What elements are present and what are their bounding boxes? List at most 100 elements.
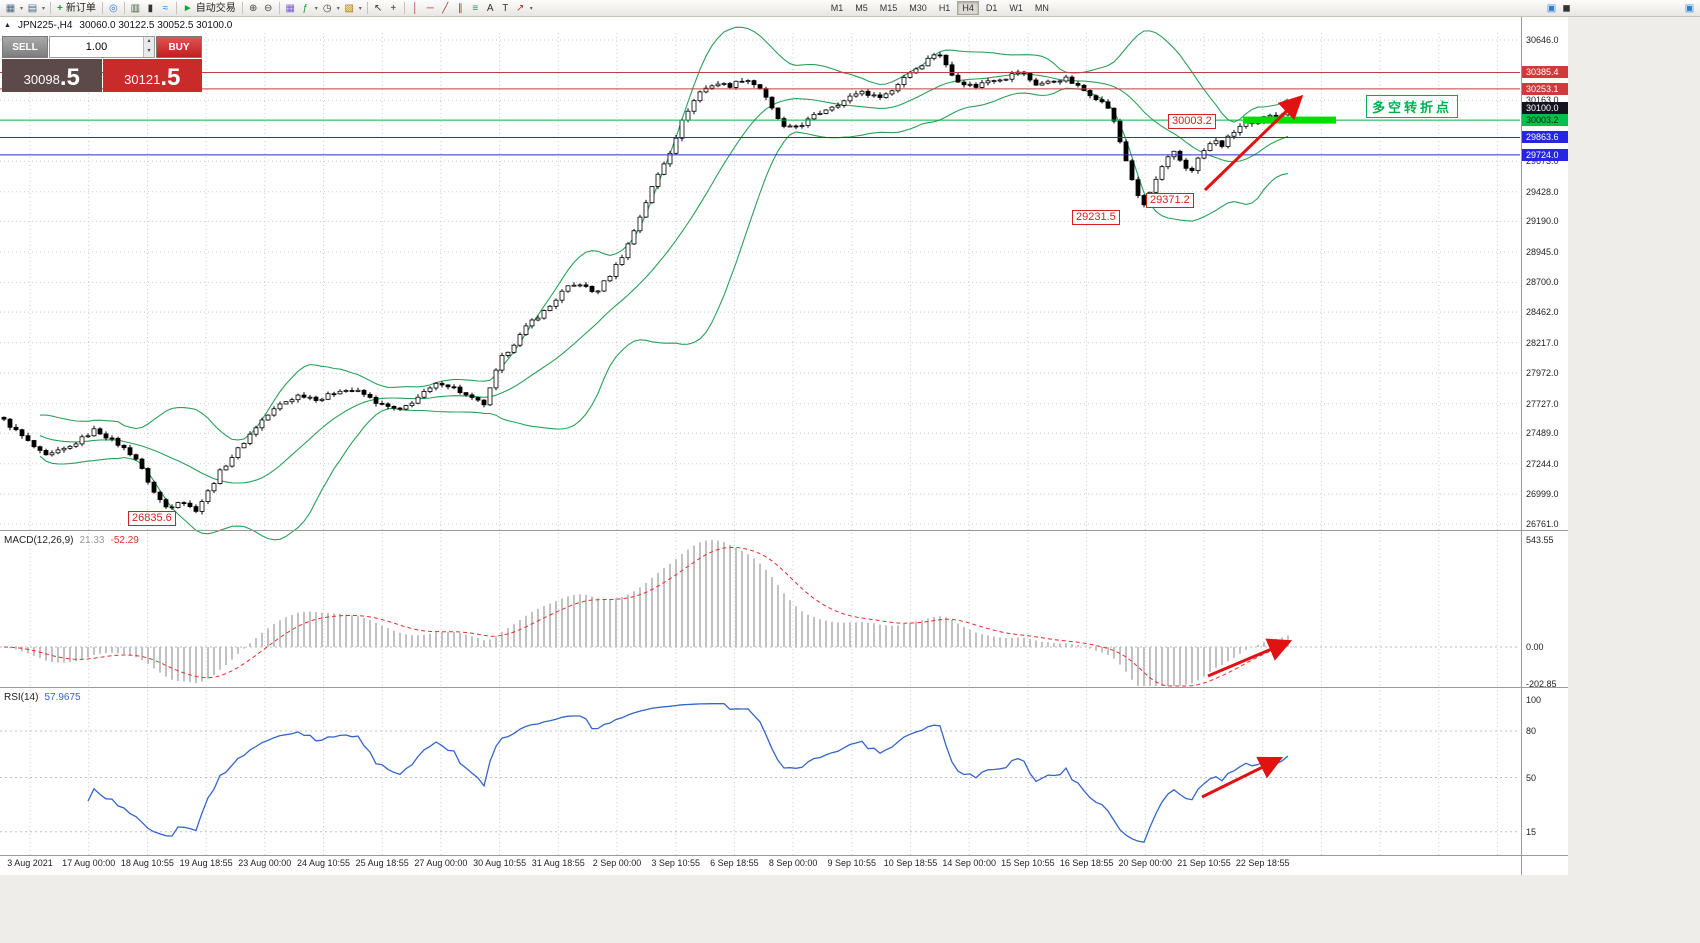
time-tick-label: 19 Aug 18:55 xyxy=(179,858,233,868)
macd-main-value: 21.33 xyxy=(79,535,105,546)
new-chart-icon[interactable]: ▦ xyxy=(5,2,16,14)
one-click-trading-panel: SELL ▴ ▾ BUY 30098.5 30121.5 xyxy=(2,36,202,92)
price-axis[interactable]: 30646.0 30163.0 29673.0 29428.0 29190.0 28945… xyxy=(1522,17,1568,875)
price-annotation-box[interactable]: 29371.2 xyxy=(1146,193,1194,208)
price-tick-label: 28217.0 xyxy=(1526,337,1559,348)
market-icon[interactable]: ◼ xyxy=(1562,2,1571,14)
timeframe-h4-button[interactable]: H4 xyxy=(957,1,979,15)
text-icon[interactable]: A xyxy=(486,2,494,14)
price-line-badge[interactable]: 29863.6 xyxy=(1522,131,1568,144)
buy-price-frac: .5 xyxy=(160,64,181,91)
toolbar-corner-icon[interactable]: ▣ xyxy=(1684,2,1695,14)
rsi-value: 57.9675 xyxy=(44,692,81,703)
buy-button[interactable]: BUY xyxy=(156,36,202,58)
periods-icon[interactable]: ◷ xyxy=(322,2,332,14)
equidistant-channel-icon[interactable]: ∥ xyxy=(457,2,463,14)
toolbar-separator xyxy=(241,2,243,14)
price-tick-label: 27489.0 xyxy=(1526,428,1559,439)
chart-title-bar: ▲ JPN225-,H4 30060.0 30122.5 30052.5 301… xyxy=(4,20,232,31)
text-label-icon[interactable]: T xyxy=(502,2,509,14)
bollinger-middle-band xyxy=(39,73,1289,484)
dropdown-caret-icon[interactable]: ▾ xyxy=(529,5,533,12)
sell-price-panel[interactable]: 30098.5 xyxy=(2,59,102,92)
vertical-line-icon[interactable]: │ xyxy=(412,2,419,14)
timeframe-m15-button[interactable]: M15 xyxy=(879,3,898,13)
rsi-axis-label: 80 xyxy=(1526,726,1537,736)
timeframe-w1-button[interactable]: W1 xyxy=(1009,3,1023,13)
timeframe-d1-button[interactable]: D1 xyxy=(985,3,998,13)
price-line-badge[interactable]: 30003.2 xyxy=(1522,114,1568,127)
tile-windows-icon[interactable]: ▦ xyxy=(285,2,295,14)
volume-increase-button[interactable]: ▴ xyxy=(144,37,154,47)
price-tick-label: 28462.0 xyxy=(1526,307,1559,318)
dropdown-caret-icon[interactable]: ▾ xyxy=(358,5,362,12)
timeframe-mn-button[interactable]: MN xyxy=(1034,3,1049,13)
volume-input[interactable] xyxy=(50,37,143,57)
horizontal-line-icon[interactable]: ─ xyxy=(426,2,434,14)
chart-profiles-icon[interactable]: ▤ xyxy=(27,2,38,14)
turning-point-label[interactable]: 多空转折点 xyxy=(1366,95,1459,118)
time-tick-label: 9 Sep 10:55 xyxy=(827,858,877,868)
candlesticks xyxy=(1,54,1291,512)
timeframe-h1-button[interactable]: H1 xyxy=(938,3,951,13)
price-annotation-box[interactable]: 26835.6 xyxy=(128,511,176,526)
zoom-in-icon[interactable]: ⊕ xyxy=(249,2,258,14)
price-line-badge[interactable]: 29724.0 xyxy=(1522,148,1568,161)
dropdown-caret-icon[interactable]: ▾ xyxy=(336,5,340,12)
time-tick-label: 25 Aug 18:55 xyxy=(355,858,409,868)
time-tick-label: 18 Aug 10:55 xyxy=(120,858,174,868)
toolbar-separator xyxy=(175,2,177,14)
crosshair-icon[interactable]: + xyxy=(390,2,397,14)
dropdown-caret-icon[interactable]: ▾ xyxy=(314,5,318,12)
volume-stepper: ▴ ▾ xyxy=(143,37,154,57)
autotrading-button[interactable]: ► 自动交易 xyxy=(180,1,239,16)
ohlc-values: 30060.0 30122.5 30052.5 30100.0 xyxy=(79,20,233,31)
trendline-icon[interactable]: ╱ xyxy=(442,2,449,14)
sell-button[interactable]: SELL xyxy=(2,36,48,58)
candlesticks-icon[interactable]: ▮ xyxy=(147,2,154,14)
time-tick-label: 30 Aug 10:55 xyxy=(473,858,527,868)
macd-histogram xyxy=(9,540,1289,686)
price-line-badge[interactable]: 30253.1 xyxy=(1522,82,1568,95)
trend-arrow-object[interactable] xyxy=(1201,756,1284,799)
price-tick-label: 29428.0 xyxy=(1526,186,1559,197)
time-axis[interactable]: 3 Aug 2021 17 Aug 00:00 18 Aug 10:55 19 Aug… xyxy=(0,857,1568,873)
templates-icon[interactable]: ▧ xyxy=(344,2,354,14)
time-tick-label: 10 Sep 18:55 xyxy=(883,858,938,868)
new-order-button[interactable]: + 新订单 xyxy=(54,1,99,16)
price-tick-label: 27727.0 xyxy=(1526,398,1559,409)
time-tick-label: 23 Aug 00:00 xyxy=(238,858,292,868)
trend-arrow-object[interactable] xyxy=(1203,94,1304,192)
toolbar-separator xyxy=(366,2,368,14)
line-chart-icon[interactable]: ≈ xyxy=(162,2,169,14)
news-icon[interactable]: ▣ xyxy=(1546,2,1557,14)
price-line-badge[interactable]: 30385.4 xyxy=(1522,66,1568,79)
time-tick-label: 22 Sep 18:55 xyxy=(1235,858,1290,868)
time-tick-label: 8 Sep 00:00 xyxy=(768,858,818,868)
zoom-out-icon[interactable]: ⊖ xyxy=(264,2,273,14)
volume-field: ▴ ▾ xyxy=(49,36,155,58)
macd-signal-value: -52.29 xyxy=(110,535,139,546)
bars-icon[interactable]: ▥ xyxy=(130,2,141,14)
indicators-icon[interactable]: ƒ xyxy=(302,2,309,14)
arrows-icon[interactable]: ↗ xyxy=(516,2,525,14)
trend-arrow-object[interactable] xyxy=(1207,638,1293,678)
chart-canvas[interactable] xyxy=(0,0,1568,875)
fibonacci-icon[interactable]: ≡ xyxy=(472,2,479,14)
buy-price-panel[interactable]: 30121.5 xyxy=(102,59,202,92)
cursor-icon[interactable]: ↖ xyxy=(374,2,383,14)
autotrading-button-label: 自动交易 xyxy=(195,2,236,14)
thick-green-line-object[interactable] xyxy=(1243,116,1336,124)
timeframe-m1-button[interactable]: M1 xyxy=(830,3,844,13)
price-annotation-box[interactable]: 29231.5 xyxy=(1072,210,1120,225)
price-line-badge[interactable]: 30100.0 xyxy=(1522,102,1568,115)
time-tick-label: 16 Sep 18:55 xyxy=(1059,858,1114,868)
timeframe-m5-button[interactable]: M5 xyxy=(855,3,868,13)
dropdown-caret-icon[interactable]: ▾ xyxy=(41,5,45,12)
dropdown-caret-icon[interactable]: ▾ xyxy=(19,5,23,12)
oneclick-toggle-icon[interactable]: ▲ xyxy=(4,22,11,29)
price-annotation-box[interactable]: 30003.2 xyxy=(1168,114,1216,129)
timeframe-m30-button[interactable]: M30 xyxy=(909,3,927,13)
experts-icon[interactable]: ◎ xyxy=(108,2,118,14)
volume-decrease-button[interactable]: ▾ xyxy=(144,47,154,57)
